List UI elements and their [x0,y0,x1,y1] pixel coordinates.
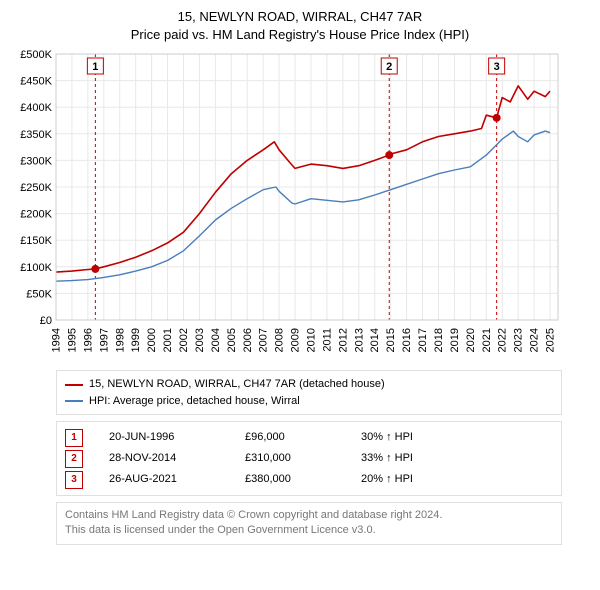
event-row: 1 20-JUN-1996 £96,000 30% ↑ HPI [65,427,553,448]
svg-text:2012: 2012 [337,328,349,352]
svg-text:2013: 2013 [353,328,365,352]
svg-text:£400K: £400K [20,103,52,115]
svg-text:2002: 2002 [178,328,190,352]
event-relative: 33% ↑ HPI [361,448,413,469]
svg-text:£450K: £450K [20,76,52,88]
svg-text:£150K: £150K [20,236,52,248]
svg-text:2024: 2024 [529,328,541,352]
svg-text:1999: 1999 [130,328,142,352]
footer-line-1: Contains HM Land Registry data © Crown c… [65,508,553,523]
svg-text:2006: 2006 [242,328,254,352]
svg-text:3: 3 [494,61,500,73]
footer-line-2: This data is licensed under the Open Gov… [65,523,553,538]
event-price: £96,000 [245,427,335,448]
attribution: Contains HM Land Registry data © Crown c… [56,502,562,545]
svg-text:1997: 1997 [98,328,110,352]
legend-item: 15, NEWLYN ROAD, WIRRAL, CH47 7AR (detac… [65,376,553,393]
svg-text:2016: 2016 [401,328,413,352]
svg-text:2020: 2020 [465,328,477,352]
svg-text:2009: 2009 [290,328,302,352]
svg-text:1996: 1996 [82,328,94,352]
svg-text:1995: 1995 [66,328,78,352]
legend-swatch [65,384,83,386]
svg-text:2007: 2007 [258,328,270,352]
svg-text:2000: 2000 [146,328,158,352]
event-date: 26-AUG-2021 [109,469,219,490]
svg-text:2008: 2008 [274,328,286,352]
legend: 15, NEWLYN ROAD, WIRRAL, CH47 7AR (detac… [56,370,562,415]
legend-label: HPI: Average price, detached house, Wirr… [89,393,300,410]
event-marker-icon: 3 [65,471,83,489]
event-price: £310,000 [245,448,335,469]
svg-text:£200K: £200K [20,209,52,221]
svg-text:£350K: £350K [20,129,52,141]
title-line-1: 15, NEWLYN ROAD, WIRRAL, CH47 7AR [10,8,590,26]
svg-text:1998: 1998 [114,328,126,352]
svg-text:£300K: £300K [20,156,52,168]
svg-text:2010: 2010 [306,328,318,352]
event-marker-icon: 1 [65,429,83,447]
event-price: £380,000 [245,469,335,490]
event-row: 2 28-NOV-2014 £310,000 33% ↑ HPI [65,448,553,469]
event-row: 3 26-AUG-2021 £380,000 20% ↑ HPI [65,469,553,490]
event-relative: 30% ↑ HPI [361,427,413,448]
svg-text:2004: 2004 [210,328,222,352]
svg-text:2025: 2025 [545,328,557,352]
svg-text:2011: 2011 [321,328,333,352]
svg-text:2001: 2001 [162,328,174,352]
event-marker-icon: 2 [65,450,83,468]
svg-text:1994: 1994 [51,328,63,352]
svg-text:£100K: £100K [20,262,52,274]
svg-text:2019: 2019 [449,328,461,352]
svg-text:£50K: £50K [26,289,52,301]
chart-title: 15, NEWLYN ROAD, WIRRAL, CH47 7AR Price … [10,8,590,44]
svg-text:2: 2 [386,61,392,73]
svg-text:2023: 2023 [513,328,525,352]
svg-text:2017: 2017 [417,328,429,352]
svg-text:2021: 2021 [481,328,493,352]
svg-text:£500K: £500K [20,49,52,61]
legend-label: 15, NEWLYN ROAD, WIRRAL, CH47 7AR (detac… [89,376,385,393]
price-chart: £0 £50K £100K £150K £200K £250K £300K £350K £400… [10,44,570,364]
svg-text:2014: 2014 [369,328,381,352]
title-line-2: Price paid vs. HM Land Registry's House … [10,26,590,44]
event-relative: 20% ↑ HPI [361,469,413,490]
svg-text:2022: 2022 [497,328,509,352]
svg-text:1: 1 [92,61,98,73]
svg-text:2003: 2003 [194,328,206,352]
svg-text:£0: £0 [40,315,52,327]
event-date: 20-JUN-1996 [109,427,219,448]
event-date: 28-NOV-2014 [109,448,219,469]
svg-text:2015: 2015 [385,328,397,352]
svg-text:2005: 2005 [226,328,238,352]
legend-swatch [65,400,83,402]
svg-text:£250K: £250K [20,182,52,194]
legend-item: HPI: Average price, detached house, Wirr… [65,393,553,410]
events-table: 1 20-JUN-1996 £96,000 30% ↑ HPI 2 28-NOV… [56,421,562,496]
svg-text:2018: 2018 [433,328,445,352]
